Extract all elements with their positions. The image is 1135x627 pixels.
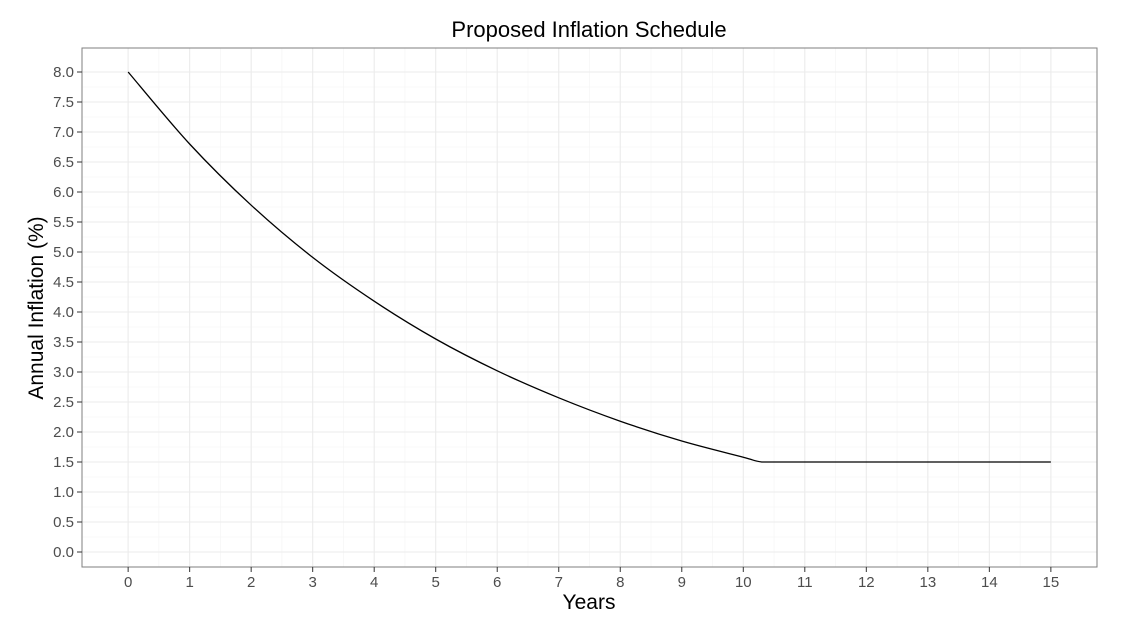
x-axis-title: Years <box>563 591 616 614</box>
y-tick-label: 3.5 <box>53 334 74 351</box>
x-tick-label: 9 <box>678 574 686 591</box>
y-tick-label: 6.0 <box>53 184 74 201</box>
x-tick-label: 5 <box>432 574 440 591</box>
y-tick-label: 3.0 <box>53 364 74 381</box>
y-tick-label: 2.5 <box>53 394 74 411</box>
y-axis-title: Annual Inflation (%) <box>25 216 48 399</box>
x-tick-label: 2 <box>247 574 255 591</box>
plot-panel-border <box>81 47 1098 568</box>
x-tick-label: 3 <box>309 574 317 591</box>
series-layer <box>127 71 1051 463</box>
x-axis: 0 1 2 3 4 5 6 7 8 9 10 11 12 13 14 15 <box>124 567 1059 591</box>
x-tick-label: 14 <box>981 574 998 591</box>
chart-title: Proposed Inflation Schedule <box>451 17 726 42</box>
y-tick-label: 0.5 <box>53 514 74 531</box>
y-tick-label: 8.0 <box>53 64 74 81</box>
y-tick-label: 7.0 <box>53 124 74 141</box>
x-tick-label: 0 <box>124 574 132 591</box>
x-tick-label: 12 <box>858 574 875 591</box>
y-tick-label: 0.0 <box>53 544 74 561</box>
x-tick-label: 8 <box>616 574 624 591</box>
y-tick-label: 5.0 <box>53 244 74 261</box>
x-tick-label: 11 <box>797 574 813 591</box>
x-tick-label: 6 <box>493 574 501 591</box>
y-tick-label: 1.5 <box>53 454 74 471</box>
minor-gridlines <box>82 48 1097 567</box>
y-tick-label: 2.0 <box>53 424 74 441</box>
inflation-series-line <box>127 71 1051 463</box>
y-tick-label: 4.5 <box>53 274 74 291</box>
x-tick-label: 4 <box>370 574 378 591</box>
major-gridlines <box>82 48 1097 567</box>
y-tick-label: 1.0 <box>53 484 74 501</box>
x-tick-label: 15 <box>1043 574 1060 591</box>
y-axis: 0.0 0.5 1.0 1.5 2.0 2.5 3.0 3.5 4.0 4.5 5.0 5.5 6.0 6… <box>53 64 82 561</box>
x-tick-label: 1 <box>185 574 193 591</box>
y-tick-label: 5.5 <box>53 214 74 231</box>
y-tick-label: 7.5 <box>53 94 74 111</box>
x-tick-label: 7 <box>555 574 563 591</box>
y-tick-label: 6.5 <box>53 154 74 171</box>
x-tick-label: 13 <box>919 574 936 591</box>
x-tick-label: 10 <box>735 574 752 591</box>
y-tick-label: 4.0 <box>53 304 74 321</box>
